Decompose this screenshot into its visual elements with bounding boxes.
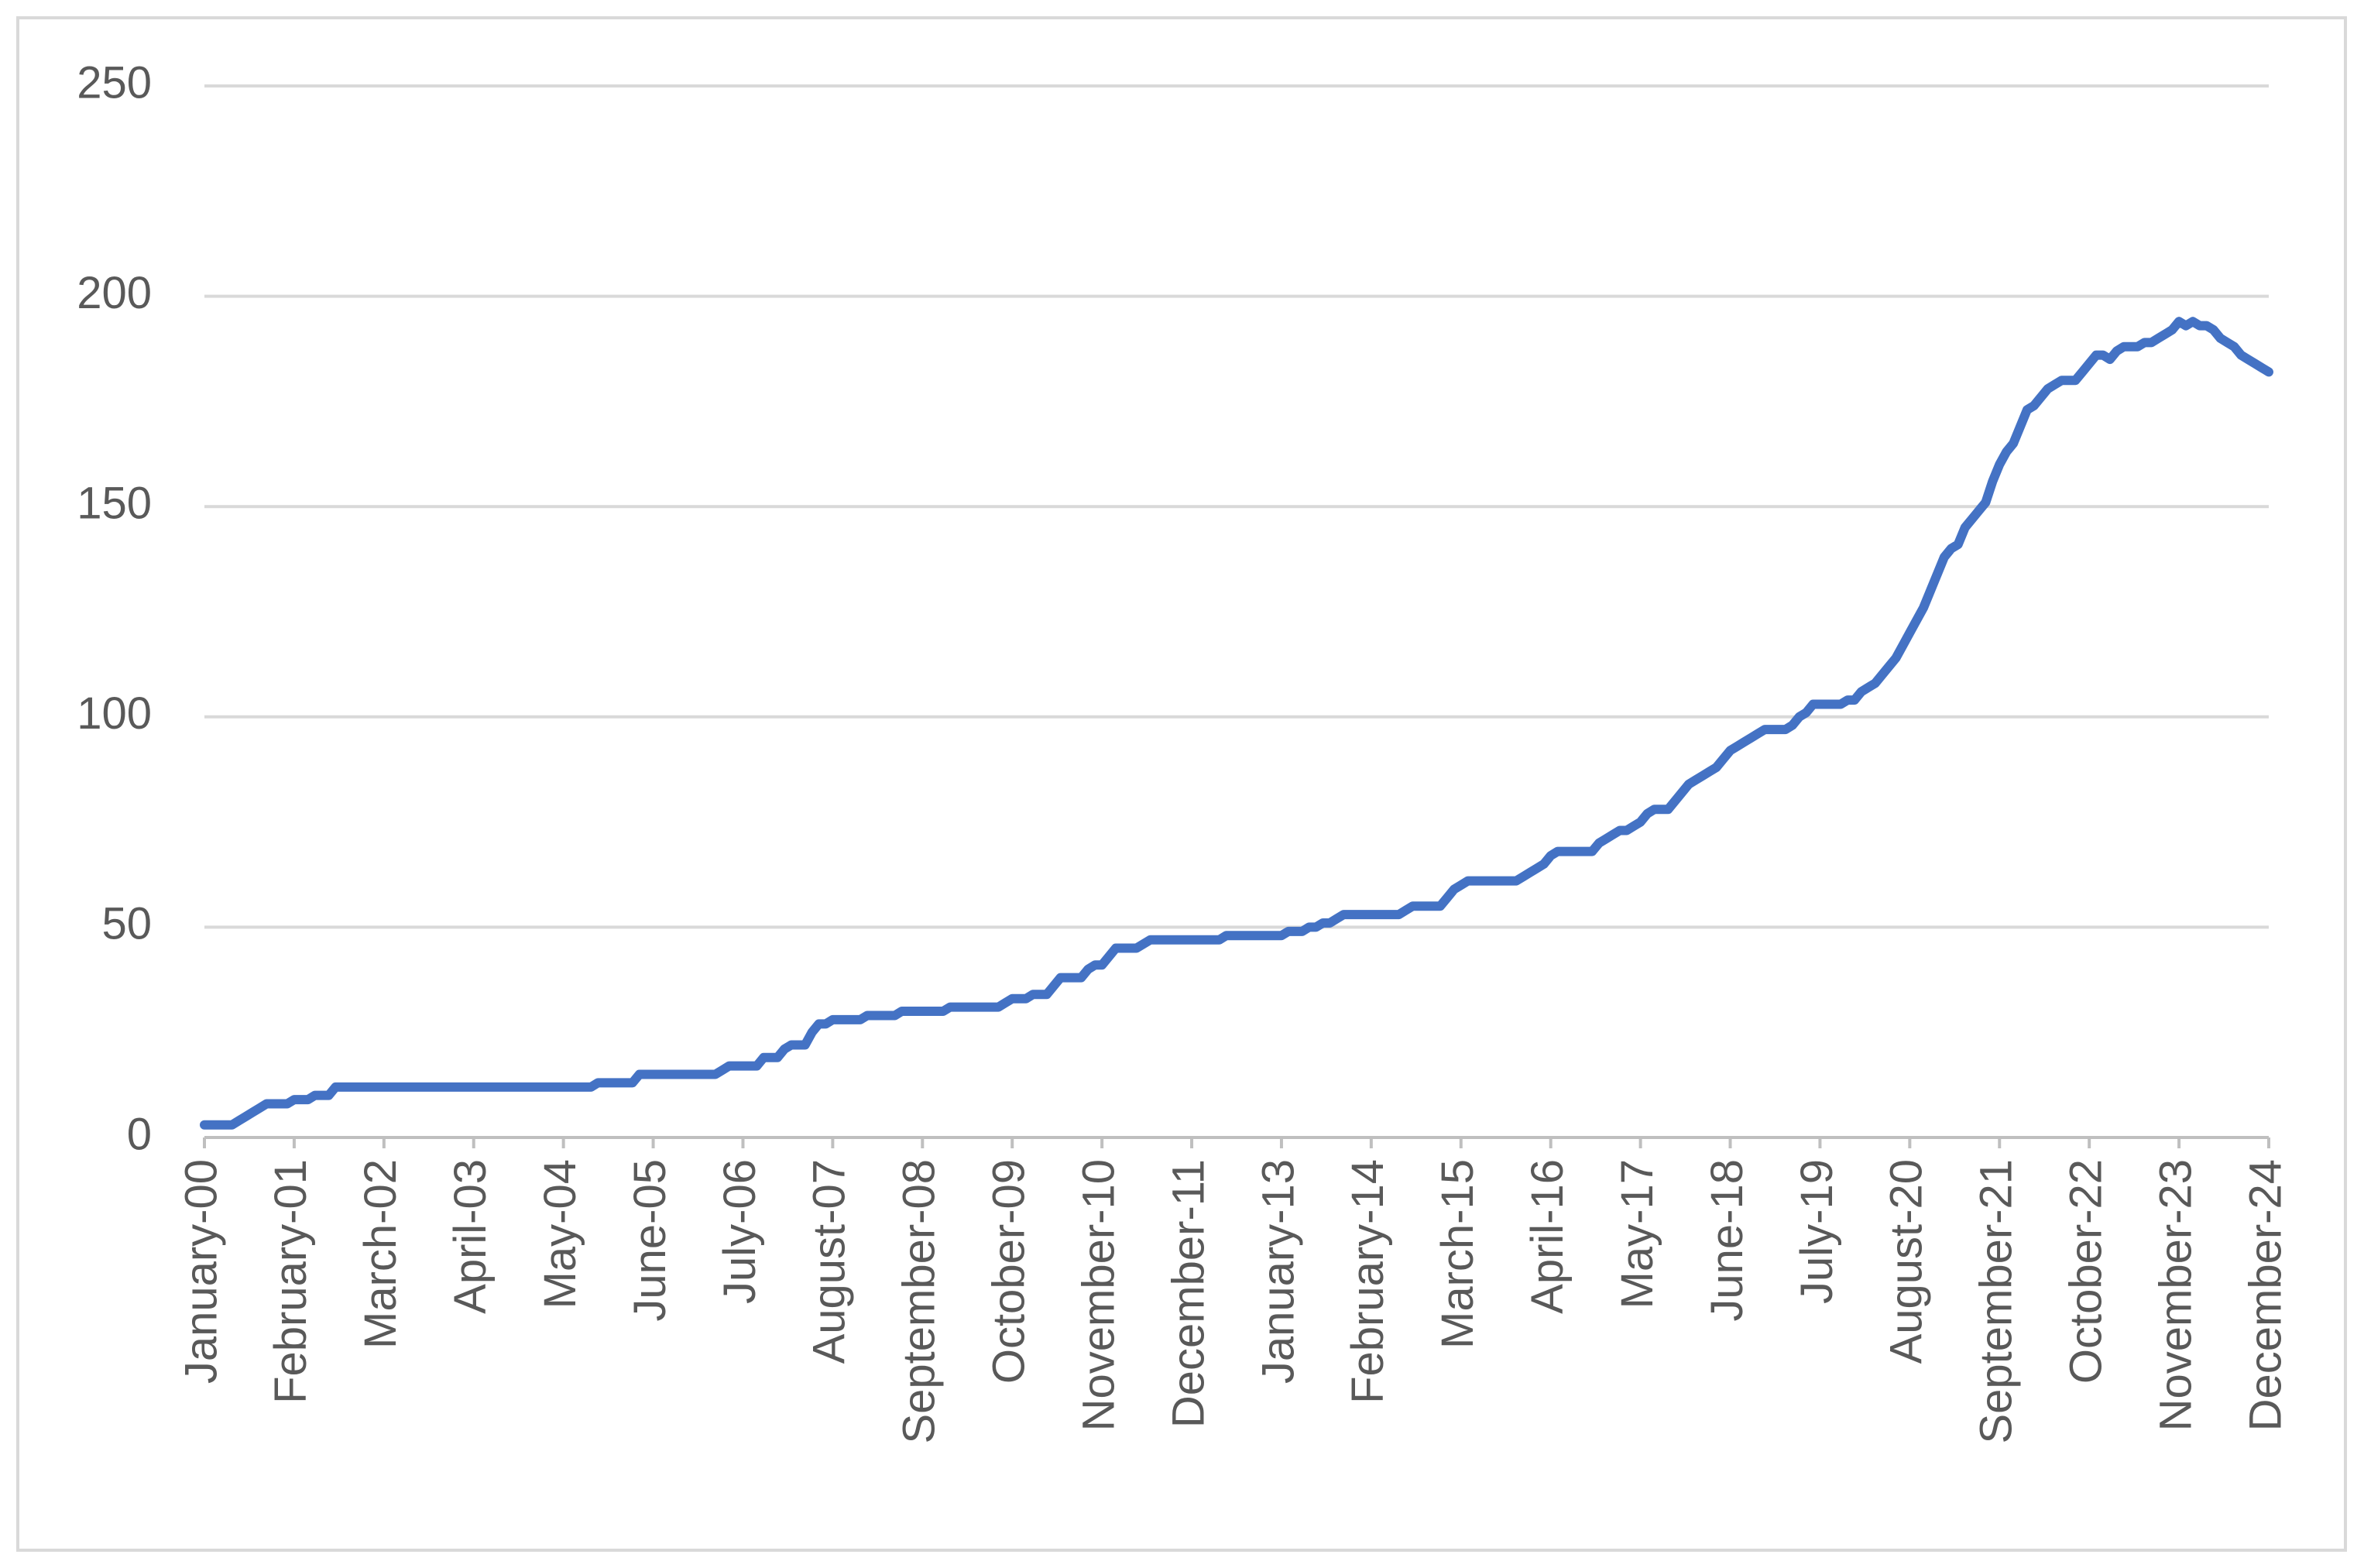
y-tick-label: 100: [77, 688, 152, 739]
x-tick-label: November-23: [2150, 1159, 2201, 1431]
x-tick-label: February-01: [266, 1159, 316, 1404]
x-tick-label: September-08: [894, 1159, 945, 1444]
x-tick-label: February-14: [1343, 1159, 1393, 1404]
x-tick-label: September-21: [1971, 1159, 2022, 1444]
x-tick-label: December-24: [2240, 1159, 2290, 1431]
x-tick-label: December-11: [1163, 1159, 1213, 1428]
x-tick-label: August-20: [1882, 1159, 1932, 1364]
x-tick-label: March-15: [1432, 1159, 1483, 1349]
y-tick-label: 200: [77, 268, 152, 318]
x-tick-label: October-22: [2061, 1159, 2112, 1384]
y-tick-label: 50: [101, 899, 152, 949]
x-tick-label: July-19: [1792, 1159, 1842, 1304]
x-tick-label: January-13: [1253, 1159, 1303, 1384]
x-tick-label: June-18: [1702, 1159, 1752, 1322]
x-tick-label: May-17: [1612, 1159, 1662, 1309]
x-tick-label: July-06: [715, 1159, 765, 1304]
x-tick-label: June-05: [625, 1159, 675, 1322]
x-tick-label: April-16: [1522, 1159, 1573, 1314]
y-tick-label: 250: [77, 57, 152, 108]
x-tick-label: January-00: [176, 1159, 226, 1384]
y-tick-label: 0: [127, 1109, 152, 1159]
x-tick-label: November-10: [1073, 1159, 1124, 1431]
x-tick-label: March-02: [355, 1159, 406, 1349]
x-tick-label: October-09: [984, 1159, 1034, 1384]
data-line: [200, 317, 2273, 1130]
x-tick-label: April-03: [445, 1159, 496, 1314]
x-tick-label: August-07: [805, 1159, 855, 1364]
y-tick-label: 150: [77, 479, 152, 529]
x-tick-label: May-04: [535, 1159, 585, 1309]
chart-border: [16, 16, 2347, 1552]
